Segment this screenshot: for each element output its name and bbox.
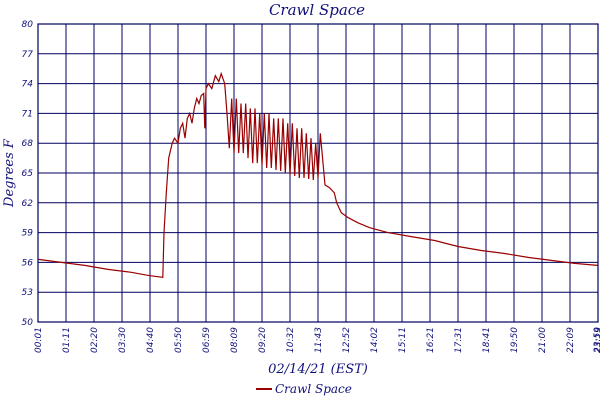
x-tick-label: 04:40	[146, 327, 156, 353]
chart-title: Crawl Space	[269, 1, 365, 19]
grid	[37, 23, 599, 323]
plot-frame	[37, 23, 599, 323]
y-tick-label: 59	[22, 229, 34, 239]
x-tick-label: 10:32	[286, 327, 296, 353]
series-line-crawl-space	[38, 71, 598, 278]
x-tick-label: 05:50	[174, 327, 184, 353]
x-tick-label: 01:11	[62, 327, 72, 353]
legend: Crawl Space	[256, 382, 352, 396]
x-tick-label: 15:11	[398, 327, 408, 353]
y-tick-label: 56	[22, 258, 34, 268]
x-tick-label: 19:50	[510, 327, 520, 353]
legend-label: Crawl Space	[275, 382, 352, 396]
x-tick-label: 21:00	[538, 327, 548, 353]
x-axis-label: 02/14/21 (EST)	[268, 362, 368, 377]
x-tick-label: 12:52	[342, 327, 352, 353]
y-tick-label: 53	[22, 288, 34, 298]
x-axis-ticks: 00:01 01:11 02:20 03:30 04:40 05:50 06:59 08:09…	[34, 327, 600, 353]
x-tick-label: 18:41	[482, 327, 492, 353]
x-tick-label: 23:59	[593, 327, 600, 353]
x-tick-label: 23:19	[594, 327, 600, 353]
y-tick-label: 74	[22, 80, 34, 90]
x-tick-label: 06:59	[202, 327, 212, 353]
x-tick-label: 22:09	[566, 327, 576, 353]
y-tick-label: 80	[22, 20, 34, 30]
y-axis-ticks: 50 53 56 59 62 65 68 71 74 77 80	[22, 20, 34, 328]
x-tick-label: 00:01	[34, 327, 44, 353]
x-tick-label: 02:20	[90, 327, 100, 353]
x-tick-label: 09:20	[258, 327, 268, 353]
x-tick-label: 17:31	[454, 327, 464, 353]
x-tick-label: 03:30	[118, 327, 128, 353]
y-tick-label: 50	[22, 318, 34, 328]
x-tick-label: 14:02	[370, 327, 380, 353]
y-tick-label: 77	[22, 50, 34, 60]
x-tick-label: 11:43	[314, 327, 324, 353]
x-tick-label: 08:09	[230, 327, 240, 353]
x-tick-label: 16:21	[426, 327, 436, 353]
y-tick-label: 71	[22, 109, 33, 119]
y-tick-label: 62	[22, 199, 34, 209]
y-tick-label: 65	[22, 169, 34, 179]
y-tick-label: 68	[22, 139, 34, 149]
y-axis-label: Degrees F	[2, 138, 17, 208]
